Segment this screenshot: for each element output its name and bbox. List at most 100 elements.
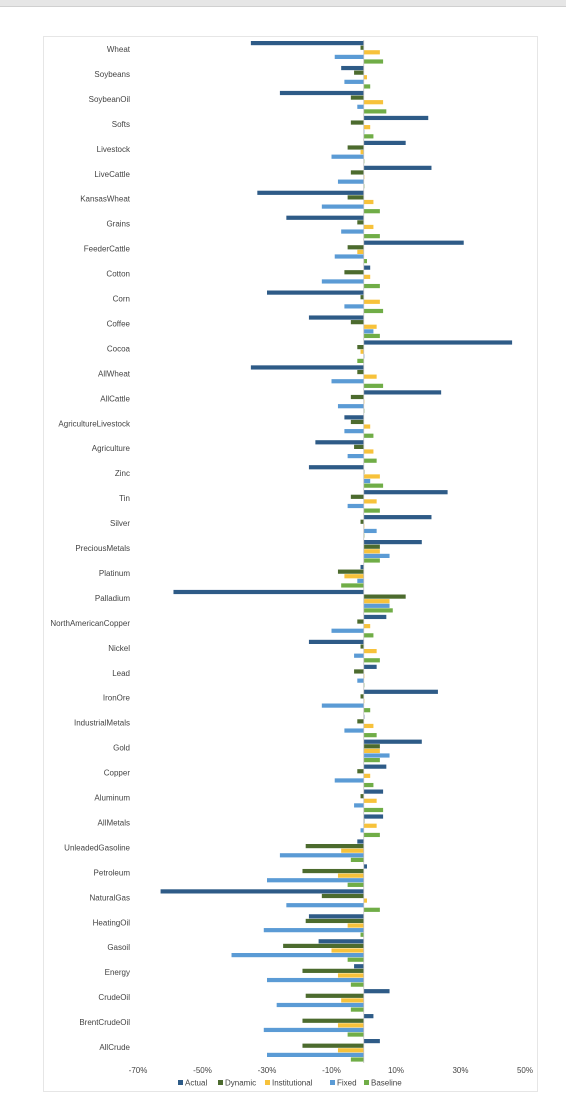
bar-institutional xyxy=(363,424,371,429)
bar-dynamic xyxy=(283,943,364,948)
bar-actual xyxy=(363,265,371,270)
bar-fixed xyxy=(331,379,364,384)
bar-actual xyxy=(344,415,364,420)
bar-institutional xyxy=(341,998,364,1003)
bar-institutional xyxy=(363,624,371,629)
bar-fixed xyxy=(344,304,364,309)
category-label: AllWheat xyxy=(98,369,131,378)
legend-swatch-baseline xyxy=(364,1080,369,1085)
bar-dynamic xyxy=(354,70,364,75)
category-label: AgricultureLivestock xyxy=(58,419,131,428)
bar-baseline xyxy=(347,882,364,887)
bar-dynamic xyxy=(363,544,380,549)
bar-baseline xyxy=(363,333,380,339)
legend-label-dynamic: Dynamic xyxy=(225,1079,256,1088)
bar-institutional xyxy=(363,324,377,329)
bar-institutional xyxy=(337,973,364,978)
x-tick-label: 50% xyxy=(517,1066,533,1075)
category-label: Agriculture xyxy=(92,444,131,453)
bar-baseline xyxy=(363,608,393,613)
category-label: AllMetals xyxy=(98,818,130,827)
bar-institutional xyxy=(363,474,380,479)
bar-actual xyxy=(279,90,364,96)
category-label: Zinc xyxy=(115,469,130,478)
bar-baseline xyxy=(350,982,364,987)
bar-dynamic xyxy=(350,95,364,100)
bar-actual xyxy=(250,41,364,46)
bar-baseline xyxy=(363,708,371,713)
bar-institutional xyxy=(344,574,364,579)
legend-swatch-fixed xyxy=(330,1080,335,1085)
bar-institutional xyxy=(363,599,390,604)
category-label: Copper xyxy=(104,769,131,778)
bar-fixed xyxy=(344,728,364,733)
bar-fixed xyxy=(357,104,364,109)
bar-actual xyxy=(318,939,364,944)
legend-swatch-institutional xyxy=(265,1080,270,1085)
bar-institutional xyxy=(363,75,367,80)
bar-actual xyxy=(363,764,387,769)
bar-fixed xyxy=(331,628,364,633)
bar-dynamic xyxy=(302,1043,364,1048)
bar-baseline xyxy=(363,433,374,438)
bar-baseline xyxy=(363,907,380,912)
category-label: Aluminum xyxy=(94,794,130,803)
bar-dynamic xyxy=(347,195,364,200)
category-label: Nickel xyxy=(108,644,130,653)
bar-baseline xyxy=(363,832,380,838)
category-label: AllCrude xyxy=(99,1043,130,1052)
bar-institutional xyxy=(363,549,380,554)
bar-fixed xyxy=(354,803,364,808)
bar-fixed xyxy=(357,578,364,583)
category-label: BrentCrudeOil xyxy=(79,1018,130,1027)
bar-institutional xyxy=(363,224,374,230)
bar-baseline xyxy=(363,758,380,763)
bar-actual xyxy=(363,989,390,994)
bar-dynamic xyxy=(350,394,364,400)
bar-institutional xyxy=(363,898,367,903)
bar-institutional xyxy=(363,773,371,778)
bar-dynamic xyxy=(347,145,364,150)
category-label: Platinum xyxy=(99,569,130,578)
category-label: LiveCattle xyxy=(94,170,130,179)
bar-actual xyxy=(357,839,364,844)
bar-fixed xyxy=(363,329,374,334)
bar-dynamic xyxy=(360,519,364,524)
bar-dynamic xyxy=(363,594,406,599)
bar-institutional xyxy=(363,499,377,504)
bar-fixed xyxy=(357,678,364,683)
x-tick-label: 30% xyxy=(452,1066,468,1075)
bar-baseline xyxy=(363,283,380,289)
bar-dynamic xyxy=(302,1018,364,1023)
bar-institutional xyxy=(360,150,364,155)
bar-baseline xyxy=(363,458,377,463)
bar-institutional xyxy=(363,274,371,279)
category-label: Coffee xyxy=(107,319,131,328)
bar-actual xyxy=(363,240,464,245)
bar-dynamic xyxy=(302,968,364,973)
bar-dynamic xyxy=(357,369,364,375)
bar-actual xyxy=(363,689,438,694)
category-label: Gold xyxy=(113,744,130,753)
bar-dynamic xyxy=(350,170,364,175)
category-labels: Wheat Soybeans SoybeanOil Softs Livestock Liv… xyxy=(50,45,131,1052)
bar-institutional xyxy=(363,299,380,304)
bar-institutional xyxy=(363,449,374,454)
bar-baseline xyxy=(363,782,374,788)
category-label: NaturalGas xyxy=(90,893,130,902)
bar-fixed xyxy=(360,828,364,833)
bar-dynamic xyxy=(360,295,364,300)
bar-fixed xyxy=(267,1052,364,1057)
bar-baseline xyxy=(363,558,380,563)
category-label: CrudeOil xyxy=(98,993,130,1002)
bar-fixed xyxy=(354,653,364,658)
bar-baseline xyxy=(363,134,374,139)
bar-fixed xyxy=(279,853,364,858)
bar-baseline xyxy=(363,633,374,638)
bar-actual xyxy=(363,1039,380,1044)
bar-baseline xyxy=(350,857,364,862)
bar-dynamic xyxy=(363,744,380,749)
bar-dynamic xyxy=(350,120,364,125)
bar-dynamic xyxy=(344,270,364,275)
